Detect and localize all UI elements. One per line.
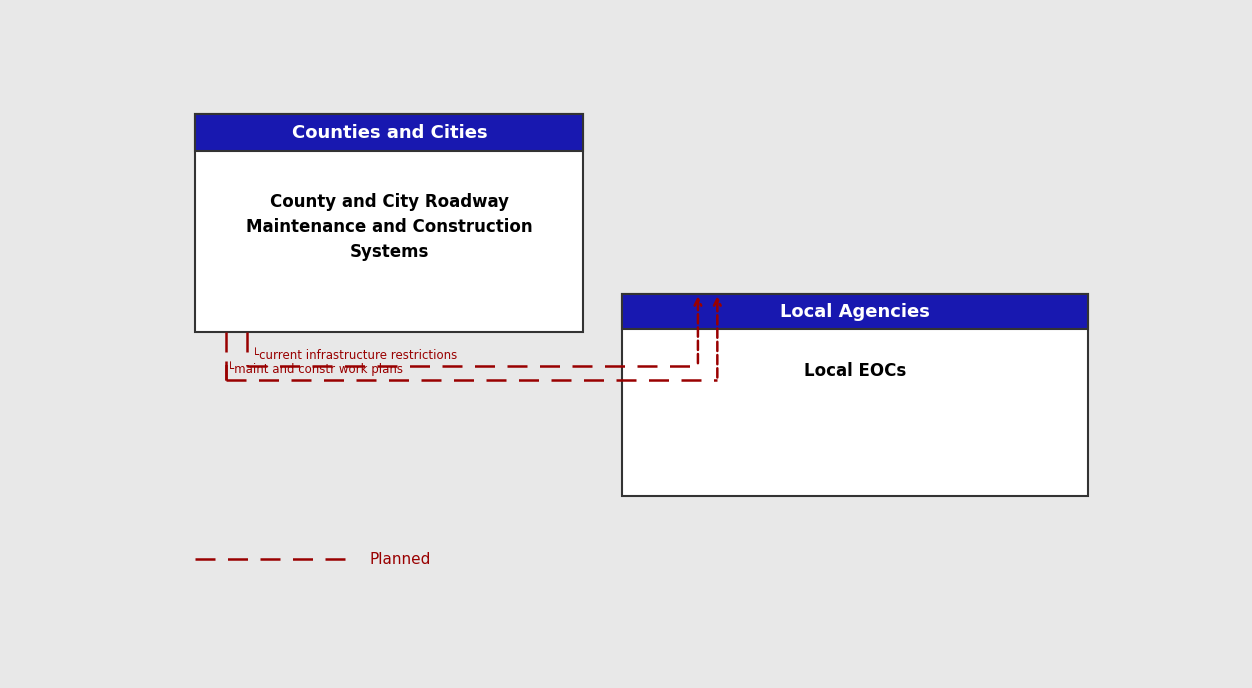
- Text: Local Agencies: Local Agencies: [780, 303, 930, 321]
- Text: Counties and Cities: Counties and Cities: [292, 124, 487, 142]
- Text: County and City Roadway
Maintenance and Construction
Systems: County and City Roadway Maintenance and …: [247, 193, 532, 261]
- Bar: [622, 294, 1088, 329]
- Bar: [195, 114, 583, 332]
- Text: └current infrastructure restrictions: └current infrastructure restrictions: [252, 349, 457, 362]
- Text: └maint and constr work plans: └maint and constr work plans: [228, 361, 403, 376]
- Text: Planned: Planned: [371, 552, 432, 567]
- Text: Local EOCs: Local EOCs: [804, 362, 906, 380]
- Bar: [622, 294, 1088, 496]
- Bar: [195, 114, 583, 151]
